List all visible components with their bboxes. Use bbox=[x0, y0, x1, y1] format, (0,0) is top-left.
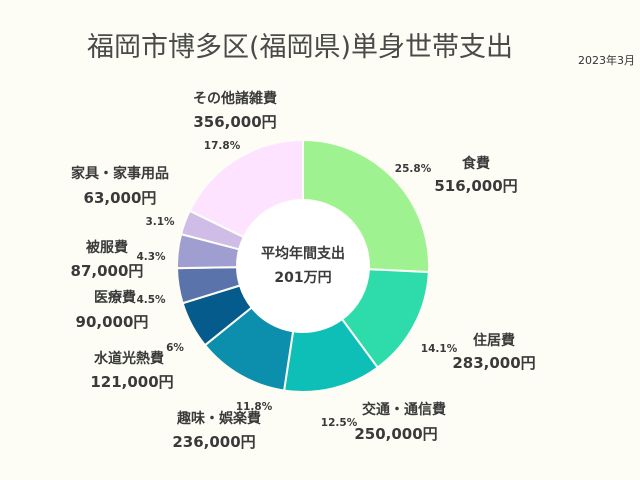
slice-value-label-0: 516,000円 bbox=[434, 177, 517, 195]
chart-date: 2023年3月 bbox=[578, 53, 635, 67]
slice-percent-label-5: 4.5% bbox=[136, 294, 166, 306]
slice-percent-label-3: 11.8% bbox=[236, 401, 273, 413]
center-label-line1: 平均年間支出 bbox=[261, 245, 345, 262]
slice-value-label-6: 87,000円 bbox=[71, 262, 144, 280]
slices-group bbox=[176, 138, 430, 393]
slice-percent-label-8: 17.8% bbox=[204, 140, 241, 152]
slice-value-label-5: 90,000円 bbox=[76, 313, 149, 331]
slice-category-label-0: 食費 bbox=[462, 155, 490, 172]
slice-category-label-3: 趣味・娯楽費 bbox=[176, 410, 261, 427]
slice-category-label-5: 医療費 bbox=[94, 289, 136, 306]
center-label-line2: 201万円 bbox=[274, 270, 331, 286]
slice-percent-label-6: 4.3% bbox=[136, 251, 166, 263]
slice-percent-label-0: 25.8% bbox=[395, 163, 432, 175]
chart-title: 福岡市博多区(福岡県)単身世帯支出 bbox=[87, 32, 513, 63]
slice-percent-label-7: 3.1% bbox=[145, 216, 175, 228]
slice-category-label-8: その他諸雑費 bbox=[193, 90, 277, 107]
slice-category-label-2: 交通・通信費 bbox=[362, 401, 446, 418]
slice-category-label-4: 水道光熱費 bbox=[94, 350, 164, 367]
slice-percent-label-1: 14.1% bbox=[421, 343, 458, 355]
slice-category-label-6: 被服費 bbox=[86, 239, 128, 256]
slice-value-label-1: 283,000円 bbox=[452, 354, 535, 372]
slice-percent-label-4: 6% bbox=[166, 342, 184, 354]
slice-value-label-7: 63,000円 bbox=[84, 189, 157, 207]
slice-value-label-3: 236,000円 bbox=[172, 433, 255, 451]
slice-value-label-2: 250,000円 bbox=[354, 425, 437, 443]
slice-category-label-1: 住居費 bbox=[473, 332, 515, 349]
slice-value-label-8: 356,000円 bbox=[193, 113, 276, 131]
slice-percent-label-2: 12.5% bbox=[321, 417, 358, 429]
slice-value-label-4: 121,000円 bbox=[90, 373, 173, 391]
donut-hole bbox=[237, 200, 369, 332]
slice-category-label-7: 家具・家事用品 bbox=[71, 165, 169, 182]
